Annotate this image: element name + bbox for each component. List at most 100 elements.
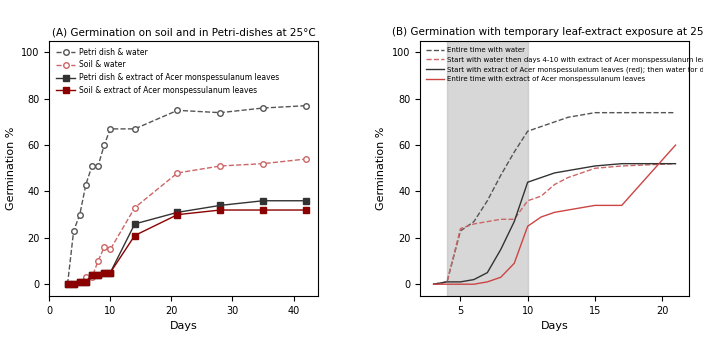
Entire time with extract of Acer monspessulanum leaves: [617, 203, 626, 207]
Start with extract of Acer monspessulanum leaves (red); then water for days 4-10: [577, 166, 586, 170]
Entire time with water: [456, 229, 465, 233]
Entire time with extract of Acer monspessulanum leaves: [483, 280, 491, 284]
Entire time with water: [510, 150, 518, 154]
Start with extract of Acer monspessulanum leaves (red); then water for days 4-10: [524, 180, 532, 184]
Line: Entire time with extract of Acer monspessulanum leaves: Entire time with extract of Acer monspes…: [434, 145, 676, 284]
X-axis label: Days: Days: [169, 321, 198, 331]
Entire time with water: [537, 124, 546, 129]
Start with water then days 4-10 with extract of Acer monspessulanum leaves (red): [537, 194, 546, 198]
Petri dish & extract of Acer monspessulanum leaves: [82, 280, 90, 284]
Title: (B) Germination with temporary leaf-extract exposure at 25°C: (B) Germination with temporary leaf-extr…: [392, 27, 703, 37]
Start with extract of Acer monspessulanum leaves (red); then water for days 4-10: [671, 162, 680, 166]
Entire time with water: [430, 282, 438, 286]
Petri dish & water: [94, 164, 103, 168]
Start with water then days 4-10 with extract of Acer monspessulanum leaves (red): [483, 220, 491, 224]
Petri dish & water: [75, 212, 84, 217]
Start with water then days 4-10 with extract of Acer monspessulanum leaves (red): [577, 171, 586, 175]
Petri dish & water: [173, 108, 181, 113]
Legend: Petri dish & water, Soil & water, Petri dish & extract of Acer monspessulanum le: Petri dish & water, Soil & water, Petri …: [53, 45, 283, 98]
Start with extract of Acer monspessulanum leaves (red); then water for days 4-10: [510, 220, 518, 224]
Entire time with extract of Acer monspessulanum leaves: [470, 282, 478, 286]
Petri dish & water: [88, 164, 96, 168]
Entire time with water: [617, 110, 626, 115]
Soil & water: [216, 164, 224, 168]
Line: Petri dish & water: Petri dish & water: [65, 103, 309, 287]
Soil & extract of Acer monspessulanum leaves: [131, 234, 139, 238]
Entire time with extract of Acer monspessulanum leaves: [496, 275, 505, 279]
Soil & water: [70, 282, 78, 286]
Entire time with water: [524, 129, 532, 133]
Petri dish & extract of Acer monspessulanum leaves: [88, 273, 96, 277]
Start with water then days 4-10 with extract of Acer monspessulanum leaves (red): [550, 183, 559, 187]
Petri dish & extract of Acer monspessulanum leaves: [75, 280, 84, 284]
Entire time with water: [443, 280, 451, 284]
Entire time with water: [483, 199, 491, 203]
Petri dish & extract of Acer monspessulanum leaves: [100, 271, 108, 275]
Petri dish & extract of Acer monspessulanum leaves: [302, 199, 310, 203]
Start with water then days 4-10 with extract of Acer monspessulanum leaves (red): [671, 162, 680, 166]
Petri dish & water: [131, 127, 139, 131]
Entire time with water: [591, 110, 599, 115]
Entire time with extract of Acer monspessulanum leaves: [524, 224, 532, 228]
Entire time with water: [577, 113, 586, 117]
Petri dish & water: [63, 282, 72, 286]
Entire time with extract of Acer monspessulanum leaves: [564, 208, 572, 212]
Entire time with extract of Acer monspessulanum leaves: [430, 282, 438, 286]
Soil & water: [131, 206, 139, 210]
Line: Petri dish & extract of Acer monspessulanum leaves: Petri dish & extract of Acer monspessula…: [65, 198, 309, 287]
Start with extract of Acer monspessulanum leaves (red); then water for days 4-10: [483, 271, 491, 275]
Soil & water: [88, 275, 96, 279]
Y-axis label: Germination %: Germination %: [377, 126, 387, 210]
Start with water then days 4-10 with extract of Acer monspessulanum leaves (red): [617, 164, 626, 168]
Petri dish & extract of Acer monspessulanum leaves: [131, 222, 139, 226]
Soil & water: [100, 245, 108, 249]
Entire time with water: [671, 110, 680, 115]
Petri dish & water: [82, 183, 90, 187]
Start with extract of Acer monspessulanum leaves (red); then water for days 4-10: [564, 169, 572, 173]
Line: Start with water then days 4-10 with extract of Acer monspessulanum leaves (red): Start with water then days 4-10 with ext…: [434, 164, 676, 284]
Line: Start with extract of Acer monspessulanum leaves (red); then water for days 4-10: Start with extract of Acer monspessulanu…: [434, 164, 676, 284]
Soil & extract of Acer monspessulanum leaves: [216, 208, 224, 212]
Title: (A) Germination on soil and in Petri-dishes at 25°C: (A) Germination on soil and in Petri-dis…: [52, 27, 316, 37]
Soil & extract of Acer monspessulanum leaves: [259, 208, 267, 212]
Soil & extract of Acer monspessulanum leaves: [173, 212, 181, 217]
Entire time with extract of Acer monspessulanum leaves: [550, 210, 559, 215]
Soil & extract of Acer monspessulanum leaves: [82, 280, 90, 284]
Soil & water: [82, 275, 90, 279]
Soil & water: [94, 259, 103, 263]
Soil & extract of Acer monspessulanum leaves: [88, 273, 96, 277]
Petri dish & water: [100, 143, 108, 147]
Start with water then days 4-10 with extract of Acer monspessulanum leaves (red): [430, 282, 438, 286]
Start with water then days 4-10 with extract of Acer monspessulanum leaves (red): [456, 226, 465, 231]
Start with extract of Acer monspessulanum leaves (red); then water for days 4-10: [496, 248, 505, 252]
Start with extract of Acer monspessulanum leaves (red); then water for days 4-10: [456, 280, 465, 284]
Soil & water: [259, 162, 267, 166]
Start with water then days 4-10 with extract of Acer monspessulanum leaves (red): [564, 175, 572, 180]
Entire time with extract of Acer monspessulanum leaves: [456, 282, 465, 286]
Line: Entire time with water: Entire time with water: [434, 113, 676, 284]
Petri dish & water: [106, 127, 115, 131]
Start with extract of Acer monspessulanum leaves (red); then water for days 4-10: [430, 282, 438, 286]
Entire time with extract of Acer monspessulanum leaves: [443, 282, 451, 286]
Entire time with water: [496, 173, 505, 177]
Petri dish & extract of Acer monspessulanum leaves: [259, 199, 267, 203]
Entire time with water: [564, 115, 572, 119]
Entire time with extract of Acer monspessulanum leaves: [510, 261, 518, 266]
Entire time with extract of Acer monspessulanum leaves: [591, 203, 599, 207]
Petri dish & extract of Acer monspessulanum leaves: [173, 210, 181, 215]
Start with water then days 4-10 with extract of Acer monspessulanum leaves (red): [496, 217, 505, 221]
Start with extract of Acer monspessulanum leaves (red); then water for days 4-10: [550, 171, 559, 175]
Start with water then days 4-10 with extract of Acer monspessulanum leaves (red): [510, 217, 518, 221]
Soil & extract of Acer monspessulanum leaves: [100, 271, 108, 275]
Start with water then days 4-10 with extract of Acer monspessulanum leaves (red): [524, 199, 532, 203]
Soil & extract of Acer monspessulanum leaves: [94, 273, 103, 277]
Soil & extract of Acer monspessulanum leaves: [75, 280, 84, 284]
Soil & water: [173, 171, 181, 175]
Petri dish & water: [216, 110, 224, 115]
Line: Soil & water: Soil & water: [65, 156, 309, 287]
Soil & extract of Acer monspessulanum leaves: [63, 282, 72, 286]
Entire time with water: [470, 220, 478, 224]
Start with extract of Acer monspessulanum leaves (red); then water for days 4-10: [470, 277, 478, 282]
Start with water then days 4-10 with extract of Acer monspessulanum leaves (red): [591, 166, 599, 170]
Petri dish & extract of Acer monspessulanum leaves: [94, 273, 103, 277]
